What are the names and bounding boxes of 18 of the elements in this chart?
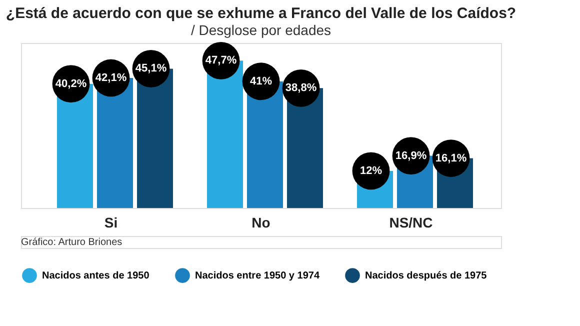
data-label: 16,1%: [435, 152, 467, 164]
data-label: 45,1%: [135, 62, 167, 75]
chart-title: ¿Está de acuerdo con que se exhume a Franco del Valle de los Caídos?: [6, 4, 516, 22]
x-tick-label: NS/NC: [389, 214, 433, 230]
data-label: 16,9%: [395, 150, 427, 162]
legend-label: Nacidos después de 1975: [365, 270, 488, 282]
data-label: 47,7%: [205, 54, 237, 67]
x-tick-label: Si: [104, 214, 118, 230]
legend-label: Nacidos entre 1950 y 1974: [195, 270, 320, 282]
data-label: 40,2%: [55, 78, 87, 90]
data-label: 38,8%: [285, 82, 317, 94]
data-label: 12%: [360, 164, 382, 177]
text: Gráfico: Arturo Briones: [21, 237, 122, 248]
chart-subtitle: / Desglose por edades: [190, 22, 332, 38]
x-tick-label: No: [252, 214, 270, 230]
data-label: 42,1%: [95, 72, 127, 84]
legend-label: Nacidos antes de 1950: [42, 270, 150, 282]
data-label: 41%: [250, 75, 272, 88]
